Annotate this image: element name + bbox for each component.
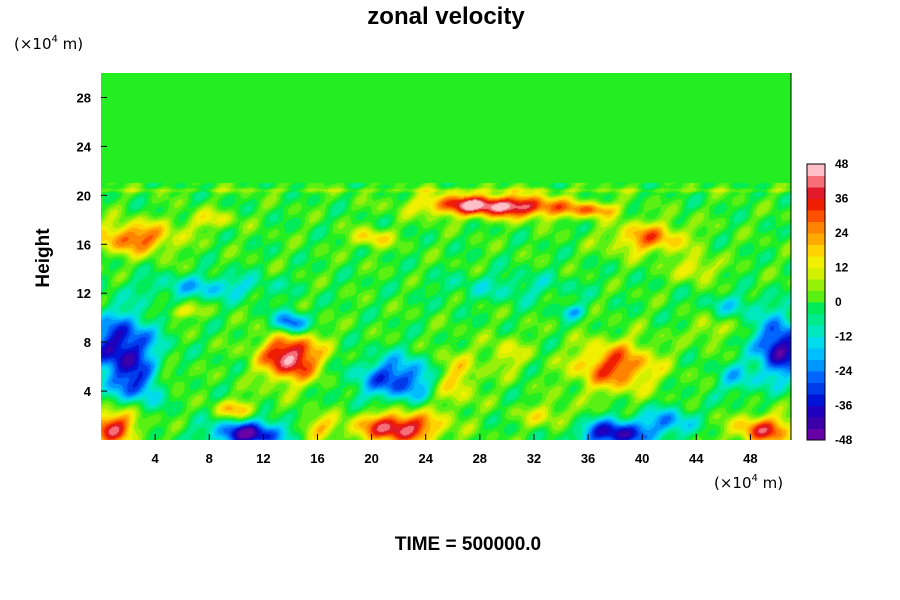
x-tick-label: 40 (635, 451, 649, 466)
y-tick-label: 16 (77, 237, 91, 252)
colorbar-bin (807, 198, 825, 211)
colorbar (806, 163, 826, 441)
y-axis-ticks: 4 8 12 16 20 24 28 (77, 90, 107, 399)
colorbar-tick-label: 0 (835, 295, 842, 309)
x-tick-label: 20 (364, 451, 378, 466)
x-tick-label: 4 (152, 451, 160, 466)
colorbar-bin (807, 405, 825, 418)
colorbar-bin (807, 371, 825, 383)
y-tick-label: 8 (84, 335, 91, 350)
chart-title: zonal velocity (367, 3, 525, 30)
colorbar-bin (807, 428, 825, 441)
colorbar-bin (807, 313, 825, 326)
colorbar-bin (807, 290, 825, 303)
colorbar-bin (807, 233, 825, 245)
x-tick-label: 32 (527, 451, 541, 466)
colorbar-bin (807, 221, 825, 234)
colorbar-ticks: 48 36 24 12 0 -12 -24 -36 -48 (835, 157, 853, 447)
x-tick-label: 24 (418, 451, 433, 466)
y-tick-label: 28 (77, 90, 91, 105)
y-tick-label: 4 (84, 384, 92, 399)
colorbar-bin (807, 336, 825, 349)
colorbar-bin (807, 175, 825, 188)
x-tick-label: 44 (689, 451, 704, 466)
colorbar-tick-label: -24 (835, 364, 853, 378)
x-axis-unit: (×104 m) (714, 473, 783, 492)
colorbar-bin (807, 417, 825, 429)
y-tick-label: 12 (77, 286, 91, 301)
colorbar-tick-label: 48 (835, 157, 849, 171)
colorbar-bin (807, 325, 825, 337)
colorbar-bin (807, 302, 825, 314)
time-label: TIME = 500000.0 (395, 534, 541, 555)
x-tick-label: 36 (581, 451, 595, 466)
colorbar-tick-label: 24 (835, 226, 849, 240)
x-tick-label: 8 (206, 451, 213, 466)
colorbar-tick-label: 36 (835, 192, 849, 206)
colorbar-tick-label: -48 (835, 433, 853, 447)
colorbar-bin (807, 382, 825, 395)
x-tick-label: 16 (310, 451, 324, 466)
y-axis-unit: (×104 m) (14, 34, 83, 53)
x-tick-label: 48 (743, 451, 757, 466)
x-tick-label: 28 (473, 451, 487, 466)
y-tick-label: 24 (77, 139, 92, 154)
colorbar-bin (807, 210, 825, 222)
colorbar-bin (807, 279, 825, 291)
colorbar-bin (807, 244, 825, 257)
y-tick-label: 20 (77, 188, 91, 203)
colorbar-tick-label: 12 (835, 261, 849, 275)
x-axis-ticks: 4 8 12 16 20 24 28 32 36 40 44 48 (152, 434, 758, 466)
colorbar-frame (806, 163, 826, 441)
colorbar-bin (807, 187, 825, 199)
heatmap-canvas (101, 73, 791, 440)
colorbar-tick-label: -36 (835, 399, 853, 413)
x-tick-label: 12 (256, 451, 270, 466)
colorbar-bin (807, 348, 825, 360)
colorbar-bin (807, 394, 825, 406)
colorbar-bin (807, 164, 825, 176)
y-axis-label: Height (33, 228, 54, 288)
colorbar-bin (807, 267, 825, 280)
colorbar-bin (807, 256, 825, 268)
heatmap-field (101, 73, 791, 440)
colorbar-bin (807, 359, 825, 372)
colorbar-tick-label: -12 (835, 330, 853, 344)
